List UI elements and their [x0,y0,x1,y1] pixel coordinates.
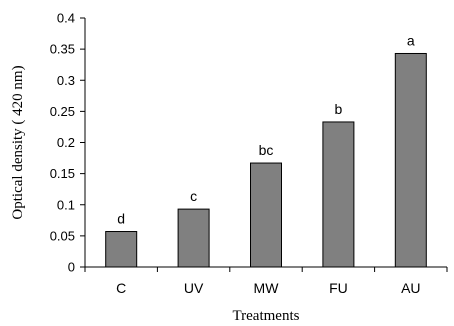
y-tick-label: 0.3 [57,73,75,88]
x-axis-group: C UV MW FU AU [84,267,448,296]
y-axis-title: Optical density ( 420 nm) [10,65,26,219]
data-label-fu: b [335,101,343,117]
y-tick-label: 0.05 [50,228,75,243]
x-tick-label-mw: MW [254,280,280,296]
x-tick-label-fu: FU [329,280,348,296]
bar-c [105,231,138,268]
x-tick-label-uv: UV [184,280,204,296]
x-tick-label-au: AU [401,280,420,296]
bar-mw [250,162,282,268]
y-tick-label: 0.1 [57,197,75,212]
bars-group: d c bc b a [105,32,427,268]
data-label-uv: c [190,188,197,204]
x-axis-title: Treatments [233,308,300,324]
bar-uv [177,208,210,268]
bar-fu [322,121,355,268]
y-tick-label: 0.2 [57,135,75,150]
data-label-c: d [117,211,125,227]
y-tick-label: 0.4 [57,11,75,26]
data-label-mw: bc [259,142,274,158]
x-tick-label-c: C [116,280,126,296]
bar-au [394,52,427,268]
y-axis-ticks: 0 0.05 0.1 0.15 0.2 0.25 0.3 0.35 0.4 [50,11,85,275]
y-tick-label: 0.15 [50,166,75,181]
y-tick-label: 0.35 [50,42,75,57]
y-tick-label: 0.25 [50,104,75,119]
data-label-au: a [407,32,415,48]
y-tick-label: 0 [68,260,75,275]
